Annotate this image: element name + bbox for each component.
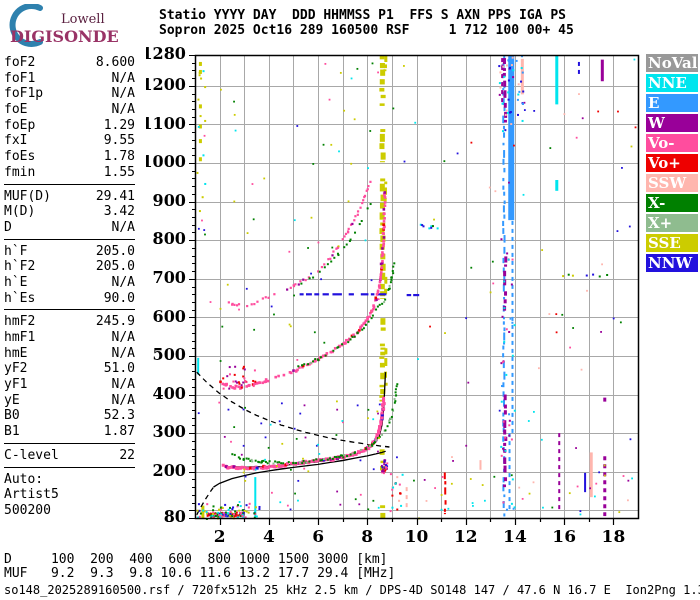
legend-item-sse: SSE <box>646 234 698 252</box>
divider <box>4 466 135 468</box>
scaler-version: 500200 <box>4 502 51 518</box>
param-row: MUF(D) 29.41 <box>4 188 135 204</box>
divider <box>4 442 135 444</box>
legend-item-nnw: NNW <box>646 254 698 272</box>
auto-label: Auto: <box>4 471 44 487</box>
divider <box>4 238 135 240</box>
scaler-name: Artist5 <box>4 487 59 502</box>
echo-status-legend: NoVal NNE E W Vo- Vo+ SSW X- X+ SSE NNW <box>646 54 698 274</box>
param-row: yE N/A <box>4 392 135 408</box>
logo-digisonde-text: DIGISONDE <box>10 27 119 46</box>
param-row: D N/A <box>4 219 135 235</box>
legend-item-e: E <box>646 94 698 112</box>
param-row: foF1 N/A <box>4 70 135 86</box>
legend-item-vo-plus: Vo+ <box>646 154 698 172</box>
legend-item-ssw: SSW <box>646 174 698 192</box>
d-row: D 100 200 400 600 800 1000 1500 3000 [km… <box>4 552 388 567</box>
header-line-2: Sopron 2025 Oct16 289 160500 RSF 1 712 1… <box>159 23 574 38</box>
legend-item-w: W <box>646 114 698 132</box>
legend-item-noval: NoVal <box>646 54 698 72</box>
muf-distance-table: D 100 200 400 600 800 1000 1500 3000 [km… <box>4 553 395 581</box>
parameter-panel: foF2 8.600 foF1 N/A foF1p N/A foE N/A foEp 1.… <box>4 55 135 518</box>
param-row: yF1 N/A <box>4 377 135 393</box>
param-row: M(D) 3.42 <box>4 204 135 220</box>
param-row: h`Es 90.0 <box>4 290 135 306</box>
legend-item-x-minus: X- <box>646 194 698 212</box>
param-row: B0 52.3 <box>4 408 135 424</box>
param-row: yF2 51.0 <box>4 361 135 377</box>
param-row: fxI 9.55 <box>4 133 135 149</box>
param-row: foE N/A <box>4 102 135 118</box>
legend-item-nne: NNE <box>646 74 698 92</box>
logo-lowell-text: Lowell <box>61 12 105 27</box>
param-row: h`E N/A <box>4 274 135 290</box>
param-row: foF1p N/A <box>4 86 135 102</box>
param-row: B1 1.87 <box>4 424 135 440</box>
confidence-level-row: C-level 22 <box>4 447 135 463</box>
param-row: hmF1 N/A <box>4 330 135 345</box>
legend-item-x-plus: X+ <box>646 214 698 232</box>
param-row: hmE N/A <box>4 345 135 361</box>
logo-crescent-icon: Lowell DIGISONDE <box>9 3 119 47</box>
param-row: h`F 205.0 <box>4 243 135 259</box>
param-row: foF2 8.600 <box>4 55 135 70</box>
autoscaling-info: Auto: Artist5 500200 <box>4 472 135 519</box>
header-line-1: Statio YYYY DAY DDD HHMMSS P1 FFS S AXN … <box>159 8 566 23</box>
legend-item-vo-minus: Vo- <box>646 134 698 152</box>
lowell-digisonde-logo: Lowell DIGISONDE <box>4 3 144 48</box>
param-row: foEs 1.78 <box>4 149 135 165</box>
divider <box>4 183 135 185</box>
muf-row: MUF 9.2 9.3 9.8 10.6 11.6 13.2 17.7 29.4… <box>4 566 396 581</box>
param-row: h`F2 205.0 <box>4 259 135 275</box>
divider <box>4 309 135 311</box>
param-row: hmF2 245.9 <box>4 314 135 330</box>
station-header: Statio YYYY DAY DDD HHMMSS P1 FFS S AXN … <box>159 8 574 38</box>
param-row: foEp 1.29 <box>4 117 135 133</box>
param-row: fmin 1.55 <box>4 164 135 180</box>
ionogram-canvas <box>146 44 644 556</box>
file-info-line: so148_2025289160500.rsf / 720fx512h 25 k… <box>4 583 700 597</box>
